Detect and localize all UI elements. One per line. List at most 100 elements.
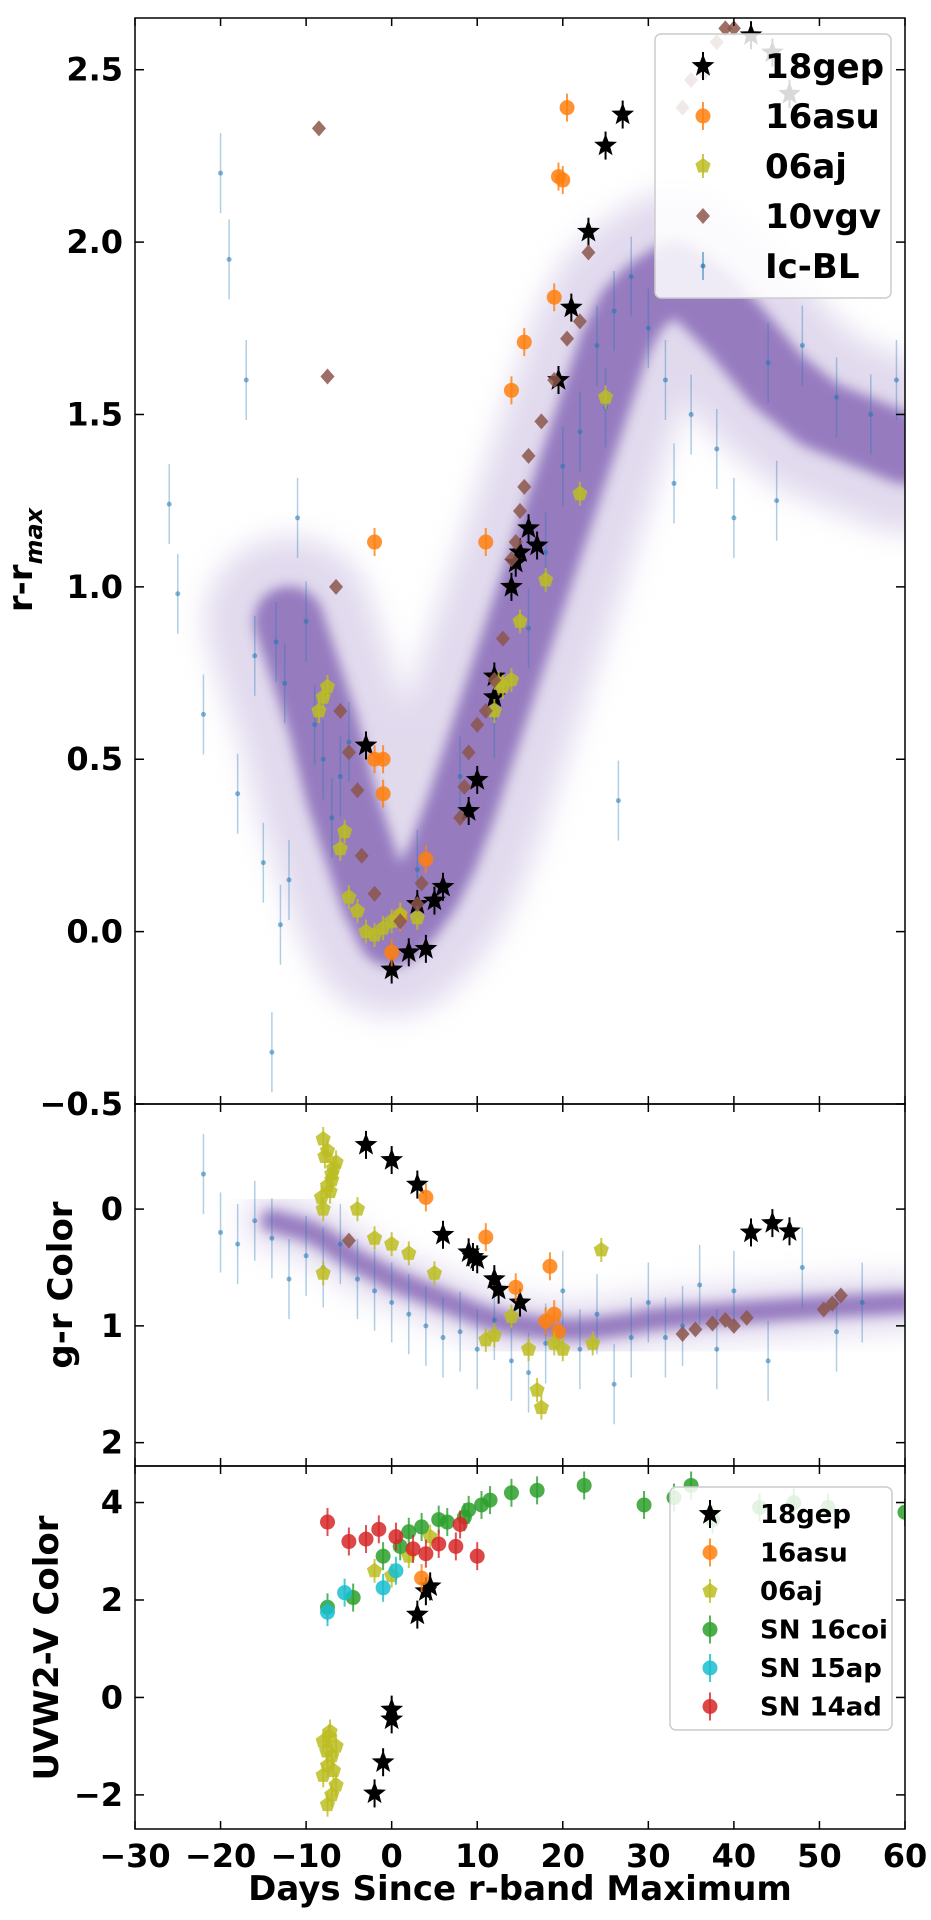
point-10vgv (457, 778, 472, 795)
point-ic-bl (474, 1346, 480, 1352)
point-ic-bl (414, 867, 420, 873)
series-sn-14ad (320, 1508, 485, 1571)
point-10vgv (547, 372, 562, 388)
point-sn-16coi (576, 1477, 592, 1493)
point-ic-bl (295, 515, 301, 521)
ytick-label: 2 (101, 1581, 123, 1619)
series-10vgv (341, 1232, 848, 1343)
point-06aj (585, 1335, 601, 1350)
point-10vgv (367, 885, 382, 902)
point-ic-bl (577, 429, 583, 435)
point-18gep (431, 874, 455, 897)
point-ic-bl (282, 680, 288, 686)
gr-template-band (245, 1194, 905, 1356)
point-10vgv (478, 702, 493, 719)
point-sn-16coi (529, 1482, 545, 1498)
point-ic-bl (235, 1241, 241, 1247)
point-10vgv (410, 896, 425, 913)
point-ic-bl (389, 1300, 395, 1306)
point-06aj (349, 902, 366, 918)
point-06aj (486, 703, 502, 718)
point-ic-bl (312, 722, 318, 728)
point-ic-bl (457, 773, 463, 779)
point-ic-bl (594, 343, 600, 349)
point-18gep (465, 767, 489, 790)
point-sn-14ad (405, 1541, 421, 1557)
point-ic-bl (774, 498, 780, 504)
series-06aj (315, 1524, 438, 1817)
legend-label: 16asu (765, 97, 880, 137)
point-10vgv (333, 702, 348, 719)
point-sn-14ad (418, 1546, 434, 1562)
point-ic-bl (346, 739, 352, 745)
point-06aj (520, 1341, 537, 1356)
legend-marker (702, 1545, 718, 1560)
point-ic-bl (303, 1253, 309, 1259)
point-18gep (423, 888, 446, 911)
point-ic-bl (440, 1335, 446, 1341)
ytick-label: 2.5 (66, 51, 123, 89)
point-16asu (516, 334, 532, 350)
legend-label: 16asu (760, 1539, 848, 1569)
point-18gep (380, 957, 404, 980)
series-sn-15ap (320, 1556, 404, 1627)
point-ic-bl (320, 756, 326, 762)
point-ic-bl (611, 1381, 617, 1387)
point-ic-bl (688, 411, 694, 417)
point-ic-bl (200, 711, 206, 717)
point-ic-bl (337, 1241, 343, 1247)
ytick-label: 1.0 (66, 568, 123, 606)
legend-marker (698, 1502, 722, 1524)
panel-g-r-color: 0 1 2 g-r Color (41, 1103, 906, 1467)
xtick-label: 20 (541, 1837, 586, 1875)
point-ic-bl (303, 618, 309, 624)
point-18gep (482, 1267, 506, 1289)
point-10vgv (534, 413, 549, 430)
mid-yticks: 0 1 2 (101, 1104, 906, 1466)
point-ic-bl (645, 1300, 651, 1306)
point-06aj (319, 678, 336, 694)
point-sn-14ad (448, 1538, 464, 1554)
point-sn-14ad (469, 1548, 485, 1564)
point-18gep (405, 1172, 429, 1195)
series-18gep (363, 1572, 442, 1808)
sn-markers (311, 20, 801, 984)
point-ic-bl (337, 773, 343, 779)
point-06aj (529, 1382, 545, 1397)
point-10vgv (393, 913, 408, 930)
ytick-label: −2 (74, 1776, 123, 1814)
point-sn-16coi (461, 1502, 477, 1518)
point-06aj (315, 1265, 331, 1280)
point-ic-bl (457, 1329, 463, 1335)
point-06aj (503, 671, 520, 687)
series-16asu (418, 1183, 566, 1346)
point-ic-bl (628, 1335, 634, 1341)
ytick-label: −0.5 (40, 1085, 124, 1123)
point-ic-bl (508, 1358, 514, 1364)
xtick-label: −20 (185, 1837, 256, 1875)
point-10vgv (726, 1317, 741, 1334)
point-ic-bl (491, 1317, 497, 1323)
point-10vgv (675, 1326, 690, 1343)
point-ic-bl (526, 1370, 532, 1376)
series-ic-bl (200, 1134, 865, 1425)
point-ic-bl (200, 1171, 206, 1177)
point-10vgv (311, 120, 326, 137)
point-18gep (418, 1574, 442, 1597)
point-ic-bl (765, 1358, 771, 1364)
uv-sn-markers (315, 1471, 905, 1817)
point-06aj (322, 1183, 338, 1199)
bot-xlabel: Days Since r-band Maximum (248, 1869, 792, 1909)
point-ic-bl (662, 377, 668, 383)
point-16asu (418, 1189, 434, 1205)
ytick-label: 2.0 (66, 223, 123, 261)
point-06aj (572, 485, 588, 501)
point-10vgv (718, 20, 733, 37)
point-16asu (478, 1229, 494, 1245)
point-ic-bl (372, 1288, 378, 1294)
point-ic-bl (329, 815, 335, 821)
point-06aj (486, 1327, 502, 1342)
ytick-label: 1.5 (66, 395, 123, 433)
panel-r-magnitude: −0.5 0.0 0.5 1.0 1.5 2.0 2.5 18gep 16asu 06aj 10v… (1, 17, 906, 1123)
top-legend: 18gep 16asu 06aj 10vgv Ic-BL (654, 33, 892, 299)
